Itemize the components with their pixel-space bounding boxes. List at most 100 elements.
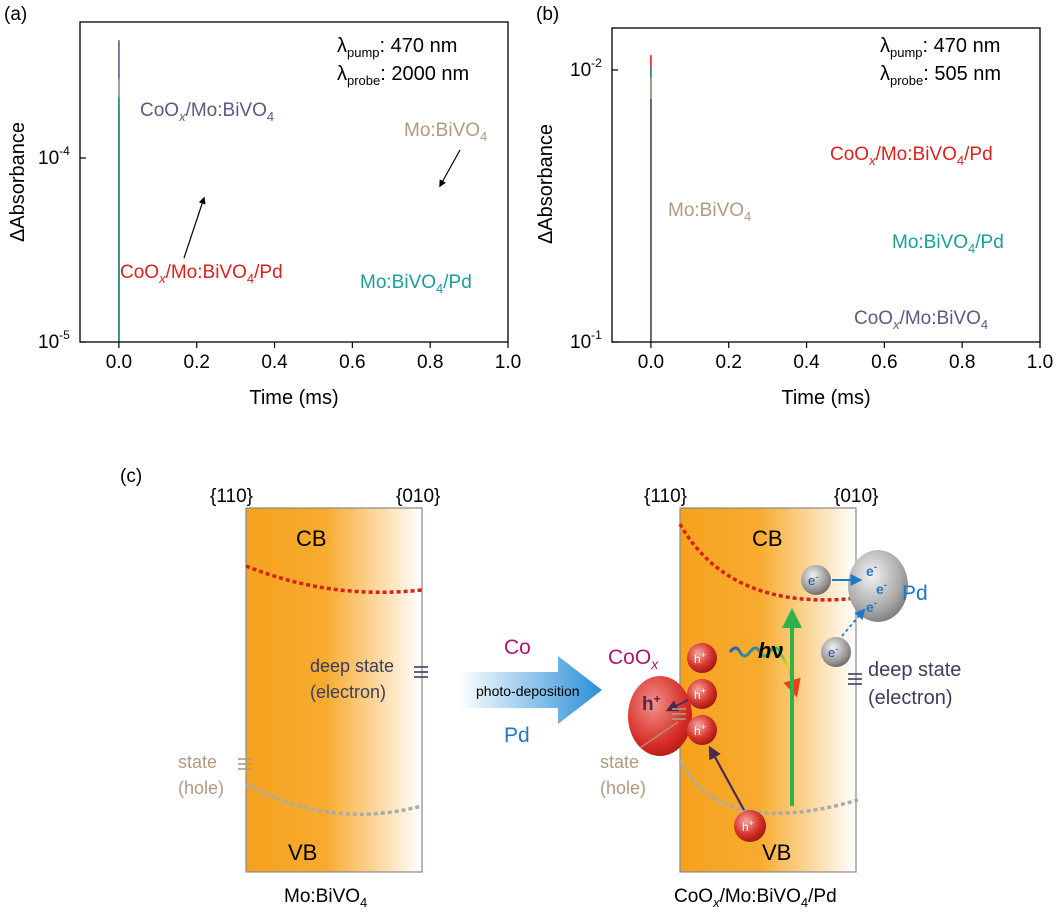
- pd-electron-1: e-: [866, 562, 877, 579]
- pd-electron-3: e-: [866, 598, 877, 615]
- left-state-2: (hole): [178, 778, 224, 798]
- left-deep-state-marker: [414, 666, 428, 678]
- chart-a-xtick-label: 0.2: [184, 352, 210, 373]
- right-deep-state-marker: [848, 673, 862, 685]
- chart-b-legend-cooxpd: CoOx/Mo:BiVO4/Pd: [830, 144, 993, 168]
- chart-b-xtick-label: 1.0: [1027, 352, 1053, 373]
- chart-b-xtick-label: 0.2: [716, 352, 742, 373]
- right-caption: CoOx/Mo:BiVO4/Pd: [674, 886, 837, 910]
- chart-a-legend-cooxpd-arrow: [183, 196, 206, 259]
- left-deep-state-1: deep state: [310, 656, 394, 676]
- left-cb-level: [245, 564, 423, 595]
- chart-a-probe: λprobe: 2000 nm: [337, 63, 469, 88]
- chart-a-legend-cooxpd: CoOx/Mo:BiVO4/Pd: [120, 262, 283, 286]
- right-cb-level: [678, 523, 859, 602]
- hole-3: h+: [687, 715, 717, 745]
- svg-text:e-: e-: [828, 644, 838, 660]
- chart-b: 0.0 0.2 0.4 0.6 0.8 1.0 10-2 10-1 Time (ms) ΔA…: [535, 27, 1053, 409]
- left-cb-label: CB: [296, 526, 327, 551]
- chart-a-legend-mobivo: Mo:BiVO4: [404, 120, 487, 144]
- chart-a: 0.0 0.2 0.4 0.6 0.8 1.0 10-4 10-5 Time (ms) ΔA…: [7, 21, 521, 409]
- chart-b-xtick-label: 0.6: [871, 352, 897, 373]
- right-deep-state-1: deep state: [868, 659, 961, 681]
- left-state-marker: [238, 758, 252, 770]
- right-vb-label: VB: [762, 840, 791, 865]
- pd-particle: [848, 550, 908, 622]
- chart-a-ylabel: ΔAbsorbance: [7, 122, 29, 242]
- chart-b-legend-mobivo: Mo:BiVO4: [668, 200, 751, 224]
- arrow-pd-label: Pd: [504, 724, 530, 747]
- chart-b-xtick-label: 0.4: [793, 352, 820, 373]
- panel-b-label: (b): [536, 4, 559, 25]
- chart-a-xticks: 0.0 0.2 0.4 0.6 0.8 1.0: [106, 342, 521, 373]
- coox-hole-label: h+: [642, 692, 661, 715]
- chart-b-pump: λpump: 470 nm: [880, 35, 1000, 60]
- chart-b-frame: [611, 27, 1041, 343]
- left-state-1: state: [178, 752, 217, 772]
- pd-label: Pd: [902, 582, 928, 605]
- hole-2: h+: [687, 679, 717, 709]
- svg-text:h+: h+: [742, 818, 754, 834]
- right-state-1: state: [600, 752, 639, 772]
- pd-electron-2: e-: [876, 580, 887, 597]
- right-facet-010: {010}: [834, 486, 878, 507]
- chart-a-legend-coox: CoOx/Mo:BiVO4: [140, 100, 274, 124]
- left-vb-level: [245, 782, 423, 816]
- chart-a-xlabel: Time (ms): [249, 387, 338, 409]
- chart-a-xtick-label: 0.4: [261, 352, 288, 373]
- chart-a-legend-mobivo-arrow: [439, 149, 461, 188]
- left-facet-110: {110}: [210, 486, 253, 507]
- chart-b-ylabel: ΔAbsorbance: [535, 124, 557, 244]
- chart-b-legend-mobivopd: Mo:BiVO4/Pd: [892, 232, 1004, 256]
- coox-label: CoOx: [608, 646, 659, 672]
- right-vb-level: [678, 759, 859, 816]
- hole-transfer-arrow-2: [665, 699, 689, 712]
- chart-b-xtick-label: 0.8: [949, 352, 975, 373]
- chart-a-xtick-label: 0.8: [417, 352, 443, 373]
- right-deep-state-2: (electron): [868, 687, 952, 709]
- svg-text:h+: h+: [694, 650, 706, 666]
- svg-text:h+: h+: [694, 686, 706, 702]
- chart-a-xtick-label: 0.6: [339, 352, 365, 373]
- chart-b-probe: λprobe: 505 nm: [880, 63, 1001, 88]
- schematic-right: {110} {010} CB Pd CoOx h+ h+ h+ h+ h+: [600, 486, 961, 910]
- electron-1: e-: [801, 565, 831, 595]
- left-caption: Mo:BiVO4: [284, 886, 367, 910]
- chart-a-yticks: 10-4 10-5: [38, 144, 86, 353]
- chart-b-legend-coox: CoOx/Mo:BiVO4: [854, 308, 988, 332]
- chart-b-ytick-label: 10-1: [570, 328, 602, 353]
- chart-b-ytick-label: 10-2: [570, 56, 602, 81]
- chart-a-xtick-label: 1.0: [495, 352, 521, 373]
- left-facet-010: {010}: [396, 486, 440, 507]
- photon-wave: [728, 646, 801, 698]
- arrow-text: photo-deposition: [476, 683, 580, 699]
- coox-particle: [628, 676, 692, 756]
- chart-a-ytick-label: 10-4: [38, 144, 70, 169]
- chart-b-yticks: 10-2 10-1: [570, 56, 618, 353]
- right-state-2: (hole): [600, 778, 646, 798]
- chart-a-ytick-label: 10-5: [38, 328, 70, 353]
- panel-c-label: (c): [120, 466, 142, 487]
- arrow-co-label: Co: [504, 636, 531, 659]
- svg-text:h+: h+: [694, 722, 706, 738]
- hole-1: h+: [687, 643, 717, 673]
- chart-b-xlabel: Time (ms): [781, 387, 870, 409]
- left-vb-label: VB: [288, 840, 317, 865]
- panel-a-label: (a): [4, 4, 27, 25]
- chart-b-xticks: 0.0 0.2 0.4 0.6 0.8 1.0: [638, 342, 1053, 373]
- right-cb-label: CB: [752, 526, 783, 551]
- schematic-left: {110} {010} CB deep state (electron) sta…: [178, 486, 440, 910]
- right-state-leader: [639, 721, 679, 749]
- electron-2: e-: [821, 637, 851, 667]
- hole-transfer-arrow-1: [708, 745, 745, 811]
- right-state-marker: [672, 708, 686, 720]
- left-deep-state-2: (electron): [310, 682, 386, 702]
- hole-4: h+: [734, 810, 766, 842]
- chart-a-pump: λpump: 470 nm: [337, 35, 457, 60]
- right-facet-110: {110}: [644, 486, 687, 507]
- chart-b-xtick-label: 0.0: [638, 352, 664, 373]
- chart-a-xtick-label: 0.0: [106, 352, 132, 373]
- photo-deposition-arrow: Co photo-deposition Pd: [458, 636, 602, 747]
- chart-a-frame: [79, 21, 509, 343]
